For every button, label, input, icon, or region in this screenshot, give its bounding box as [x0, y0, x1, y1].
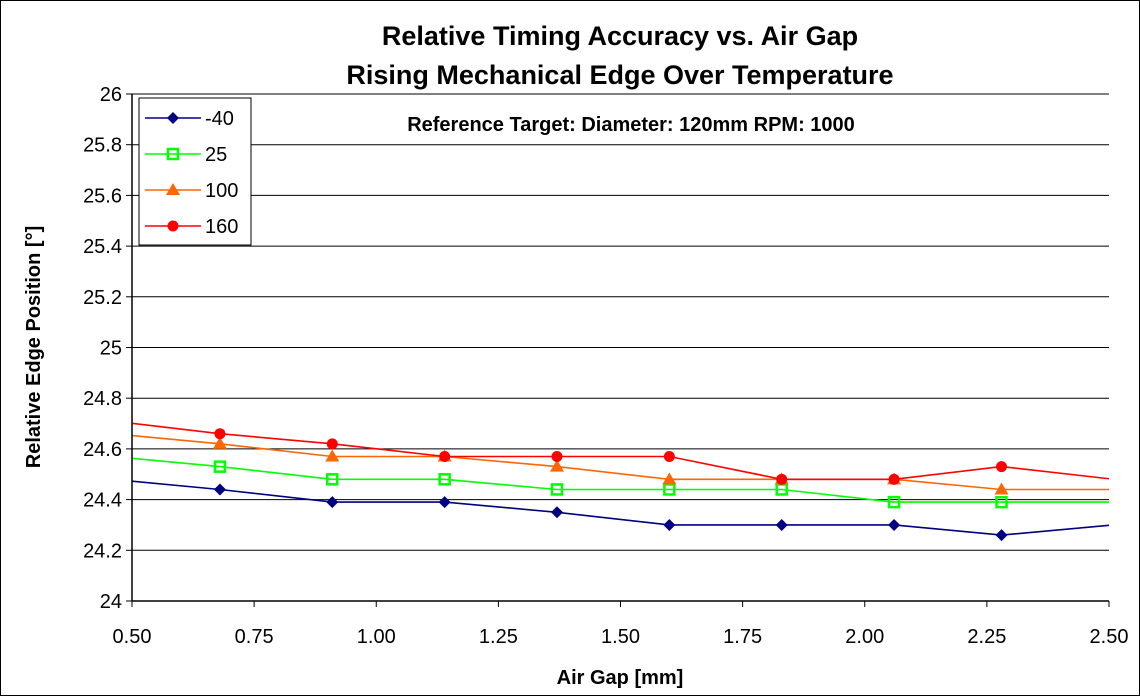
data-point--40 — [775, 518, 788, 531]
axes — [126, 93, 1110, 607]
y-tick-label: 24.8 — [83, 388, 122, 410]
reference-annotation: Reference Target: Diameter: 120mm RPM: 1… — [407, 114, 855, 136]
chart-subtitle: Rising Mechanical Edge Over Temperature — [346, 60, 893, 90]
data-point--40 — [663, 518, 676, 531]
chart-title: Relative Timing Accuracy vs. Air Gap — [382, 21, 858, 51]
data-point-160 — [776, 473, 788, 485]
tick-labels: 24 24.2 24.4 24.6 24.8 25 25.2 25.4 25.6 25.8 26 0.… — [83, 84, 1128, 648]
x-tick-label: 1.25 — [479, 626, 518, 648]
legend-label: 160 — [205, 216, 238, 238]
legend-marker — [167, 220, 179, 232]
legend-marker — [166, 183, 180, 195]
data-point--40 — [550, 506, 563, 519]
data-point--40 — [213, 483, 226, 496]
legend-marker — [167, 112, 179, 124]
y-tick-label: 25 — [100, 338, 122, 360]
data-point-160 — [551, 451, 563, 463]
series-line-25 — [132, 457, 1109, 503]
data-point-100 — [325, 449, 340, 462]
data-point-25 — [326, 473, 339, 486]
data-point-100 — [662, 472, 677, 485]
y-tick-label: 25.6 — [83, 185, 122, 207]
x-tick-label: 2.25 — [967, 626, 1006, 648]
data-point-160 — [888, 473, 900, 485]
data-point-25 — [213, 460, 227, 473]
x-tick-label: 2.50 — [1090, 626, 1129, 648]
x-tick-label: 2.00 — [845, 626, 884, 648]
x-tick-label: 0.75 — [235, 626, 274, 648]
y-tick-label: 26 — [100, 84, 122, 106]
legend-label: 100 — [205, 180, 238, 202]
legend-marker — [166, 147, 180, 161]
series-group — [132, 422, 1109, 542]
y-tick-label: 25.4 — [83, 236, 122, 258]
data-point-160 — [326, 438, 338, 450]
data-point-100 — [994, 482, 1009, 495]
data-point-160 — [214, 428, 226, 440]
y-tick-label: 24 — [100, 591, 122, 613]
series-line-100 — [132, 434, 1109, 491]
data-point-160 — [439, 451, 451, 463]
series-line--40 — [132, 480, 1109, 536]
data-point-160 — [663, 451, 675, 463]
data-point--40 — [888, 518, 901, 531]
data-point-25 — [663, 483, 676, 496]
data-point--40 — [326, 496, 339, 509]
data-point-25 — [550, 483, 564, 496]
legend-box — [138, 97, 252, 246]
x-tick-label: 1.50 — [601, 626, 640, 648]
data-point-25 — [887, 495, 901, 509]
data-point-160 — [996, 461, 1008, 473]
legend-label: -40 — [205, 108, 234, 130]
y-tick-label: 24.2 — [83, 540, 122, 562]
data-point--40 — [438, 496, 451, 509]
x-axis-label: Air Gap [mm] — [557, 667, 684, 689]
data-point-100 — [549, 459, 564, 472]
y-tick-label: 25.8 — [83, 135, 122, 157]
y-tick-label: 24.6 — [83, 439, 122, 461]
legend-label: 25 — [205, 144, 227, 166]
data-point-25 — [995, 495, 1008, 509]
data-point-25 — [438, 473, 451, 486]
x-tick-label: 1.75 — [723, 626, 762, 648]
series-line-160 — [132, 422, 1109, 481]
y-axis-label: Relative Edge Position [°] — [23, 226, 45, 468]
x-tick-label: 0.50 — [113, 626, 152, 648]
y-tick-label: 24.4 — [83, 490, 122, 512]
y-tick-label: 25.2 — [83, 287, 122, 309]
gridlines — [132, 93, 1109, 551]
data-point-100 — [212, 436, 227, 449]
data-point--40 — [995, 529, 1008, 542]
x-tick-label: 1.00 — [357, 626, 396, 648]
legend: -40 25 100 160 — [138, 97, 252, 246]
